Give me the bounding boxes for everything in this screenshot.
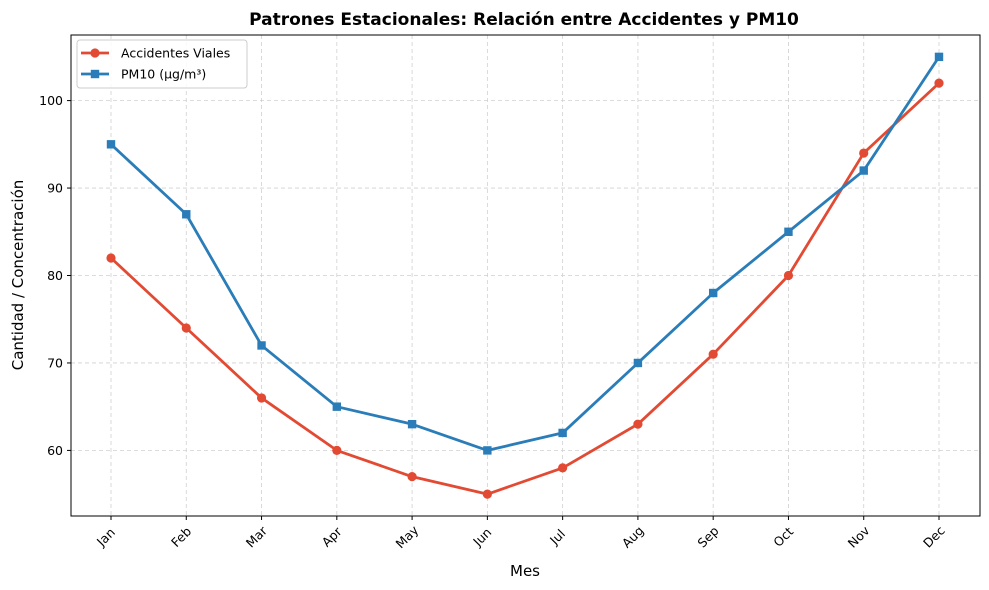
legend: Accidentes Viales PM10 (µg/m³) (76, 39, 248, 89)
data-point (558, 463, 568, 473)
x-tick-label: Apr (319, 523, 346, 550)
data-point (182, 210, 191, 219)
y-axis-title: Cantidad / Concentración (9, 180, 27, 371)
legend-marker (90, 48, 100, 58)
data-point (482, 489, 492, 499)
data-point (558, 428, 567, 438)
series-1 (106, 78, 944, 499)
data-point (784, 227, 793, 236)
legend-label: PM10 (µg/m³) (121, 67, 206, 82)
x-tick-label: Jan (93, 525, 118, 550)
chart-title: Patrones Estacionales: Relación entre Ac… (249, 10, 799, 30)
data-point (934, 52, 944, 62)
x-tick-label: Oct (770, 524, 796, 550)
series-layer (106, 52, 944, 499)
data-point (708, 349, 718, 359)
series-line (110, 56, 941, 452)
y-tick-label: 70 (47, 355, 63, 370)
x-tick-label: May (392, 522, 421, 551)
legend-marker (90, 69, 100, 79)
x-tick-label: Aug (619, 523, 647, 551)
data-point (257, 341, 266, 350)
x-tick-label: Sep (694, 523, 721, 550)
x-tick-label: Mar (243, 523, 271, 551)
legend-entry: PM10 (µg/m³) (81, 67, 206, 82)
data-point (708, 288, 718, 298)
grid (71, 35, 980, 516)
series-line (110, 82, 940, 496)
legend-label: Accidentes Viales (121, 46, 230, 61)
data-point (407, 419, 417, 429)
data-point (256, 393, 267, 403)
data-point (934, 78, 944, 88)
data-point (106, 140, 116, 149)
data-point (106, 253, 116, 263)
data-point (633, 358, 643, 368)
x-tick-label: Nov (845, 522, 873, 550)
x-tick-label: Jul (546, 526, 568, 548)
series-2 (106, 52, 944, 455)
y-tick-label: 90 (47, 181, 63, 196)
y-tick-label: 100 (39, 93, 63, 108)
y-tick-label: 80 (47, 268, 63, 283)
legend-entry: Accidentes Viales (81, 46, 230, 61)
data-point (332, 402, 342, 411)
data-point (633, 419, 643, 429)
data-point (181, 323, 191, 333)
x-tick-label: Jun (469, 525, 494, 550)
data-point (332, 445, 342, 456)
legend-box (76, 39, 248, 89)
x-tick-label: Dec (920, 523, 948, 551)
x-axis-title: Mes (510, 562, 540, 580)
y-tick-label: 60 (47, 443, 63, 458)
data-point (859, 148, 869, 158)
y-axis: 60 70 80 90 100 (39, 93, 71, 458)
data-point (407, 472, 417, 482)
data-point (483, 446, 492, 455)
x-axis: Jan Feb Mar Apr May Jun Jul Aug Sep Oct Nov Dec (93, 516, 948, 551)
x-tick-label: Feb (168, 524, 194, 550)
data-point (859, 166, 868, 175)
data-point (783, 270, 794, 281)
